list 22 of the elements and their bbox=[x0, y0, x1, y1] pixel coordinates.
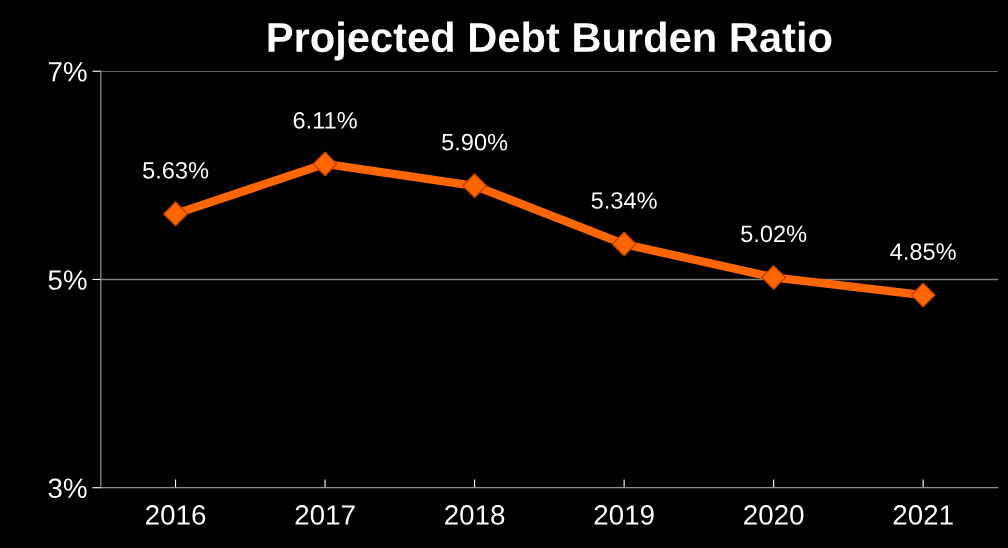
data-label: 5.02% bbox=[741, 225, 807, 243]
x-tick-label: 2020 bbox=[744, 505, 804, 525]
data-label: 6.11% bbox=[293, 111, 357, 129]
y-tick-label: 7% bbox=[48, 62, 87, 82]
data-label: 4.85% bbox=[890, 243, 956, 260]
data-label: 5.34% bbox=[591, 192, 657, 209]
x-tick-label: 2016 bbox=[146, 505, 206, 525]
y-tick-label: 5% bbox=[48, 270, 87, 290]
x-tick-label: 2021 bbox=[893, 505, 953, 525]
x-tick-label: 2019 bbox=[594, 505, 654, 525]
point bbox=[761, 264, 787, 290]
y-tick-label: 3% bbox=[48, 478, 87, 499]
point bbox=[910, 282, 936, 308]
chart-title: Projected Debt Burden Ratio bbox=[268, 21, 832, 61]
point bbox=[312, 151, 338, 177]
data-label: 5.63% bbox=[143, 161, 209, 179]
point bbox=[611, 231, 637, 257]
x-tick-label: 2017 bbox=[295, 505, 355, 525]
data-label: 5.90% bbox=[442, 133, 508, 151]
x-tick-label: 2018 bbox=[445, 505, 505, 525]
point bbox=[163, 201, 189, 227]
point bbox=[462, 173, 488, 199]
